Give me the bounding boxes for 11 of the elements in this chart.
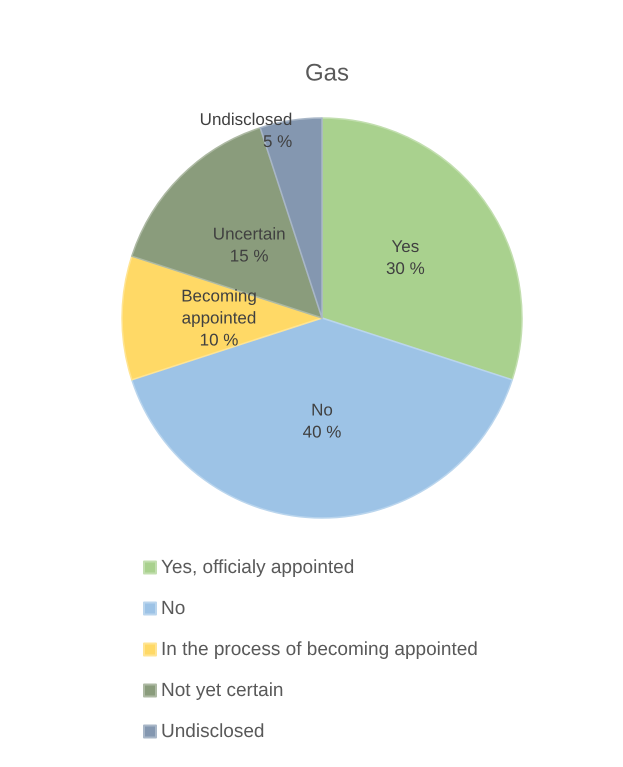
legend-label: No	[161, 598, 186, 619]
legend-label: Yes, officialy appointed	[161, 557, 354, 578]
data-label: Uncertain 15 %	[212, 224, 286, 266]
legend-label: Undisclosed	[161, 721, 264, 742]
data-label: Becoming appointed 10 %	[181, 286, 257, 350]
data-label: Yes 30 %	[386, 236, 425, 278]
chart-title: Gas	[304, 60, 350, 86]
legend-label: In the process of becoming appointed	[161, 639, 478, 660]
data-label: No 40 %	[302, 400, 342, 442]
legend-label: Not yet certain	[161, 680, 284, 701]
data-label: Undisclosed 5 %	[200, 110, 292, 151]
